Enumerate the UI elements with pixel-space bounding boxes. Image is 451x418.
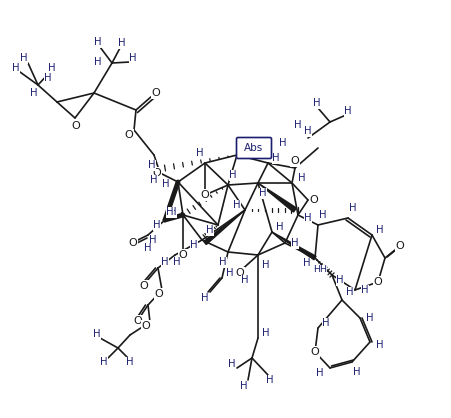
Text: H: H [241, 275, 249, 285]
Text: H: H [303, 258, 311, 268]
Text: O: O [373, 277, 382, 287]
Text: H: H [238, 140, 246, 150]
Text: H: H [48, 63, 56, 73]
Text: H: H [20, 53, 28, 63]
Text: H: H [161, 257, 169, 267]
Polygon shape [258, 183, 296, 212]
Polygon shape [272, 232, 316, 260]
Text: H: H [279, 138, 287, 148]
Text: H: H [201, 293, 209, 303]
Text: H: H [319, 210, 327, 220]
Text: H: H [262, 328, 270, 338]
Text: H: H [361, 285, 369, 295]
Text: H: H [30, 88, 38, 98]
Text: Abs: Abs [244, 143, 264, 153]
Text: H: H [376, 340, 384, 350]
Text: O: O [140, 281, 148, 291]
Text: H: H [129, 53, 137, 63]
Text: O: O [133, 316, 143, 326]
Text: H: H [12, 63, 20, 73]
FancyBboxPatch shape [236, 138, 272, 158]
Text: H: H [190, 240, 198, 250]
Text: O: O [235, 268, 244, 278]
Text: H: H [346, 287, 354, 297]
Text: H: H [353, 367, 361, 377]
Text: H: H [149, 235, 157, 245]
Text: H: H [344, 106, 352, 116]
Polygon shape [204, 210, 245, 245]
Text: H: H [94, 37, 102, 47]
Text: H: H [93, 329, 101, 339]
Text: H: H [298, 173, 306, 183]
Text: H: H [226, 268, 234, 278]
Text: H: H [150, 175, 158, 185]
Text: H: H [44, 73, 52, 83]
Text: H: H [322, 318, 330, 328]
Text: H: H [100, 357, 108, 367]
Text: O: O [72, 121, 80, 131]
Text: H: H [118, 38, 126, 48]
Text: H: H [262, 260, 270, 270]
Text: H: H [259, 188, 267, 198]
Text: H: H [376, 225, 384, 235]
Text: O: O [142, 321, 150, 331]
Text: O: O [124, 130, 133, 140]
Text: O: O [310, 195, 318, 205]
Text: O: O [396, 241, 405, 251]
Text: H: H [272, 153, 280, 163]
Text: H: H [196, 148, 204, 158]
Text: H: H [336, 275, 344, 285]
Text: H: H [266, 375, 274, 385]
Text: H: H [313, 98, 321, 108]
Text: H: H [126, 357, 134, 367]
Text: H: H [276, 222, 284, 232]
Text: H: H [162, 179, 170, 189]
Text: HH: HH [313, 265, 327, 275]
Text: H: H [316, 368, 324, 378]
Text: O: O [152, 168, 161, 178]
Text: H: H [366, 313, 374, 323]
Text: H: H [219, 257, 227, 267]
Text: O: O [311, 347, 319, 357]
Text: H: H [166, 207, 174, 217]
Text: H: H [206, 225, 214, 235]
Text: H: H [229, 170, 237, 180]
Text: H: H [233, 200, 241, 210]
Text: O: O [152, 88, 161, 98]
Text: H: H [304, 126, 312, 136]
Text: O: O [129, 238, 138, 248]
Text: H: H [349, 203, 357, 213]
Text: H: H [144, 243, 152, 253]
Text: O: O [155, 289, 163, 299]
Text: H: H [153, 220, 161, 230]
Text: H: H [94, 57, 102, 67]
Text: H: H [228, 359, 236, 369]
Text: H: H [148, 160, 156, 170]
Text: H: H [169, 207, 177, 217]
Text: H: H [294, 120, 302, 130]
Text: O: O [201, 190, 209, 200]
Text: H: H [240, 381, 248, 391]
Text: H: H [304, 213, 312, 223]
Text: H: H [173, 257, 181, 267]
Text: O: O [290, 156, 299, 166]
Text: O: O [179, 250, 187, 260]
Text: H: H [291, 238, 299, 248]
